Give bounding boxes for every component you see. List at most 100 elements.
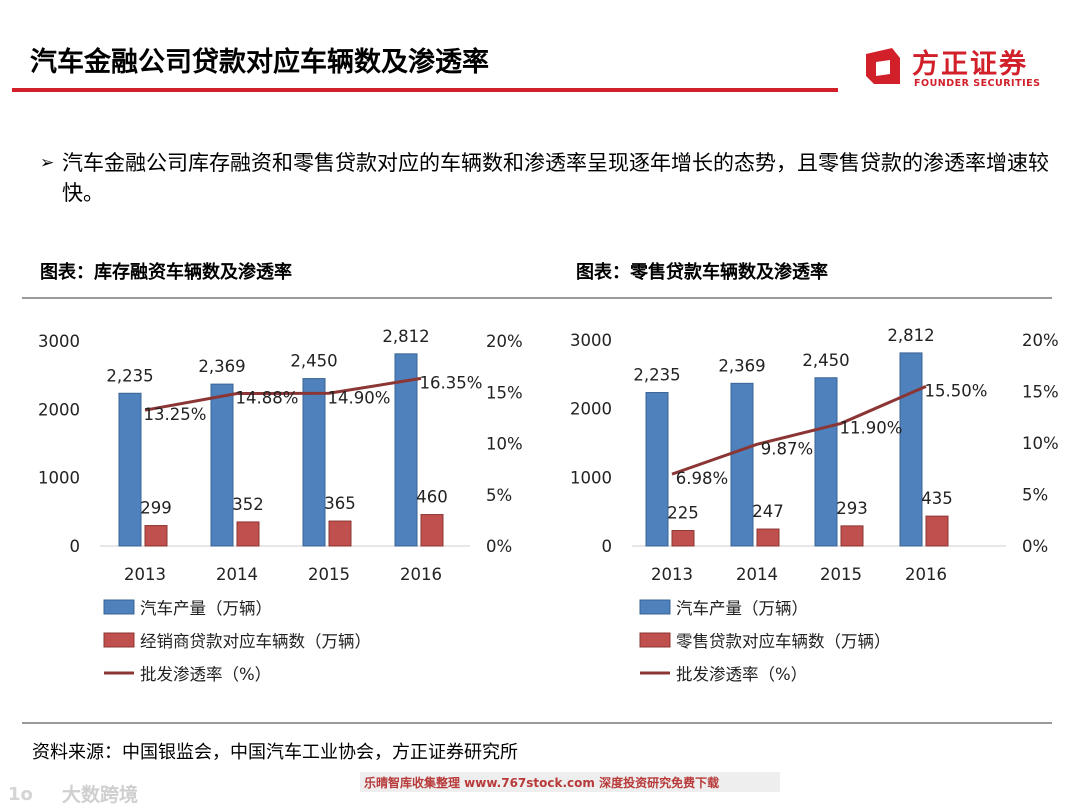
legend-label-production: 汽车产量（万辆） xyxy=(676,599,808,618)
legend-swatch-production xyxy=(103,599,135,615)
y-left-tick-label: 2000 xyxy=(38,400,80,419)
bar-production xyxy=(118,392,142,547)
data-label-production: 2,812 xyxy=(887,326,934,345)
x-tick-label: 2016 xyxy=(905,565,947,584)
x-tick-label: 2013 xyxy=(651,565,693,584)
data-label-penetration-rate: 6.98% xyxy=(676,469,728,488)
bar-loan-vehicles xyxy=(144,525,168,547)
bullet-arrow-icon: ➢ xyxy=(40,153,55,173)
y-left-tick-label: 1000 xyxy=(570,468,612,487)
bullet-text: 汽车金融公司库存融资和零售贷款对应的车辆数和渗透率呈现逐年增长的态势，且零售贷款… xyxy=(62,151,1049,205)
logo-text-cn: 方正证券 xyxy=(912,49,1028,80)
legend-swatch-production xyxy=(639,599,671,615)
penetration-rate-line xyxy=(144,376,422,412)
corner-watermark: 1o 大数跨境 xyxy=(8,780,178,810)
y-right-tick-label: 15% xyxy=(1022,383,1059,402)
y-left-tick-label: 2000 xyxy=(570,400,612,419)
y-left-tick-label: 3000 xyxy=(38,332,80,351)
y-right-tick-label: 0% xyxy=(1022,537,1048,556)
left-chart-title: 图表：库存融资车辆数及渗透率 xyxy=(40,262,292,283)
data-label-production: 2,369 xyxy=(718,356,765,375)
bar-production xyxy=(814,377,838,547)
x-tick-label: 2013 xyxy=(124,565,166,584)
footer-watermark-text: 乐晴智库收集整理 www.767stock.com 深度投资研究免费下载 xyxy=(364,776,720,790)
y-left-tick-label: 0 xyxy=(602,537,613,556)
data-label-loan-vehicles: 299 xyxy=(140,499,172,518)
data-label-production: 2,235 xyxy=(106,366,153,385)
legend-label-loan-vehicles: 零售贷款对应车辆数（万辆） xyxy=(676,632,891,651)
y-right-tick-label: 0% xyxy=(486,537,512,556)
x-tick-label: 2015 xyxy=(308,565,350,584)
bar-production xyxy=(394,353,418,547)
data-label-penetration-rate: 9.87% xyxy=(761,439,813,458)
y-right-tick-label: 15% xyxy=(486,383,523,402)
y-right-tick-label: 20% xyxy=(1022,331,1059,350)
data-label-loan-vehicles: 365 xyxy=(324,494,356,513)
data-label-penetration-rate: 14.88% xyxy=(236,388,299,407)
bar-loan-vehicles xyxy=(420,514,444,547)
right-chart-title: 图表：零售贷款车辆数及渗透率 xyxy=(576,262,828,283)
founder-logo-icon xyxy=(866,48,900,84)
x-tick-label: 2014 xyxy=(216,565,258,584)
y-right-tick-label: 5% xyxy=(1022,486,1048,505)
left-chart: 0 1000 2000 3000 0% 5% 10% 15% 20% 2013 2014 2015 20… xyxy=(38,327,523,684)
right-chart: 0 1000 2000 3000 0% 5% 10% 15% 20% 2013 2014 2015 20… xyxy=(570,326,1059,684)
data-label-penetration-rate: 14.90% xyxy=(328,388,391,407)
y-right-tick-label: 20% xyxy=(486,332,523,351)
data-label-penetration-rate: 15.50% xyxy=(925,381,988,400)
data-label-loan-vehicles: 460 xyxy=(416,488,448,507)
y-right-tick-label: 5% xyxy=(486,486,512,505)
bar-loan-vehicles xyxy=(671,530,695,547)
x-tick-label: 2016 xyxy=(400,565,442,584)
founder-securities-logo: 方正证券 FOUNDER SECURITIES xyxy=(862,40,1062,92)
legend-swatch-loan-vehicles xyxy=(103,632,135,648)
source-top-rule xyxy=(22,722,1052,724)
data-label-loan-vehicles: 293 xyxy=(836,499,868,518)
data-label-production: 2,450 xyxy=(290,352,337,371)
data-label-penetration-rate: 16.35% xyxy=(420,373,483,392)
title-underline xyxy=(12,88,838,92)
footer-banner xyxy=(360,772,780,792)
data-label-loan-vehicles: 435 xyxy=(921,489,953,508)
data-label-loan-vehicles: 225 xyxy=(667,504,699,523)
legend-label-penetration-rate: 批发渗透率（%） xyxy=(676,665,807,684)
y-right-tick-label: 10% xyxy=(486,435,523,454)
y-left-tick-label: 1000 xyxy=(38,469,80,488)
logo-text-en: FOUNDER SECURITIES xyxy=(914,78,1041,89)
y-left-tick-label: 3000 xyxy=(570,331,612,350)
watermark-text: 大数跨境 xyxy=(62,784,139,806)
bar-loan-vehicles xyxy=(328,520,352,547)
bar-loan-vehicles xyxy=(756,528,780,547)
bar-production xyxy=(302,378,326,547)
bar-loan-vehicles xyxy=(925,515,949,547)
data-label-production: 2,450 xyxy=(802,351,849,370)
x-tick-label: 2014 xyxy=(736,565,778,584)
data-label-loan-vehicles: 247 xyxy=(752,502,784,521)
data-label-production: 2,369 xyxy=(198,357,245,376)
data-label-production: 2,235 xyxy=(633,366,680,385)
bar-loan-vehicles xyxy=(840,525,864,547)
data-label-penetration-rate: 13.25% xyxy=(144,405,207,424)
watermark-logo-icon: 1o xyxy=(8,784,33,804)
watermark-logo-text: 1o xyxy=(8,784,33,804)
legend-label-production: 汽车产量（万辆） xyxy=(140,599,272,618)
legend-label-penetration-rate: 批发渗透率（%） xyxy=(140,665,271,684)
source-note: 资料来源：中国银监会，中国汽车工业协会，方正证券研究所 xyxy=(32,742,518,763)
bar-production xyxy=(899,352,923,547)
y-right-tick-label: 10% xyxy=(1022,434,1059,453)
x-tick-label: 2015 xyxy=(820,565,862,584)
data-label-production: 2,812 xyxy=(382,327,429,346)
bar-production xyxy=(730,382,754,547)
summary-bullet: ➢ 汽车金融公司库存融资和零售贷款对应的车辆数和渗透率呈现逐年增长的态势，且零售… xyxy=(40,148,1060,208)
bar-loan-vehicles xyxy=(236,521,260,547)
legend-swatch-loan-vehicles xyxy=(639,632,671,648)
data-label-penetration-rate: 11.90% xyxy=(840,418,903,437)
page-title: 汽车金融公司贷款对应车辆数及渗透率 xyxy=(30,47,489,78)
y-left-tick-label: 0 xyxy=(70,537,81,556)
legend-label-loan-vehicles: 经销商贷款对应车辆数（万辆） xyxy=(140,632,371,651)
bar-production xyxy=(645,392,669,547)
chart-top-rule xyxy=(22,297,1052,299)
bar-production xyxy=(210,383,234,547)
penetration-rate-line xyxy=(671,384,927,476)
data-label-loan-vehicles: 352 xyxy=(232,495,264,514)
